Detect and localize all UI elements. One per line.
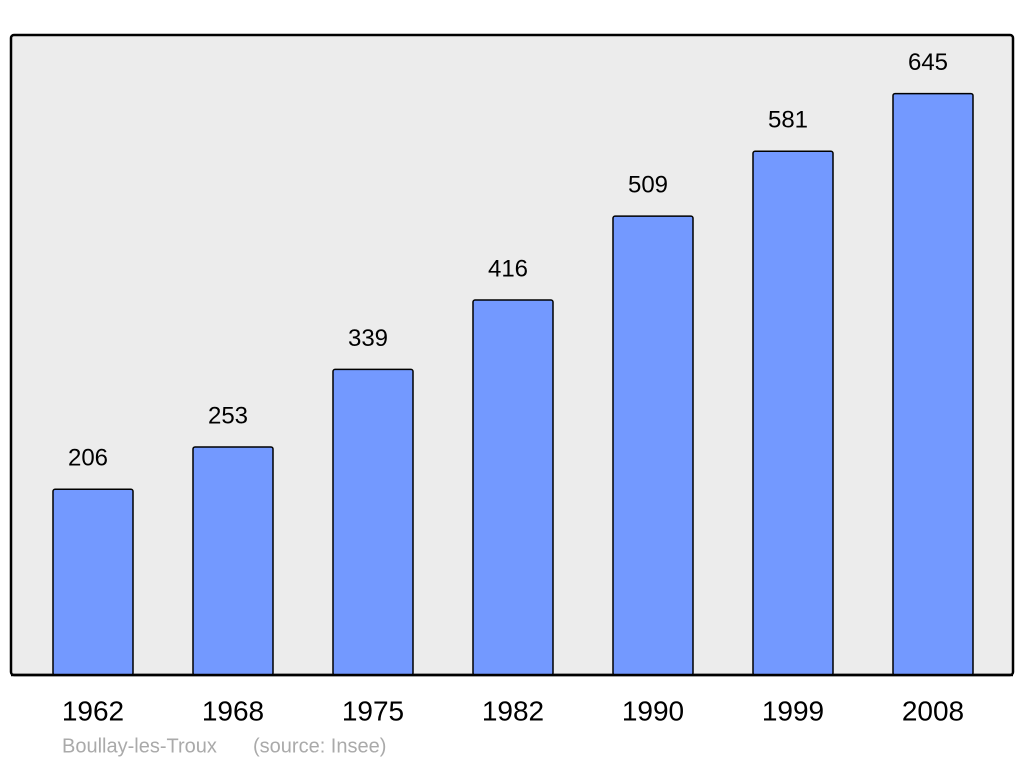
annotation: Boullay-les-Troux: [62, 735, 217, 757]
x-tick-label: 1962: [62, 695, 124, 726]
x-tick-label: 1975: [342, 695, 404, 726]
bar: [752, 150, 834, 676]
value-label: 645: [908, 49, 948, 76]
bar: [332, 368, 414, 676]
x-tick-label: 1990: [622, 695, 684, 726]
value-label: 339: [348, 325, 388, 352]
x-tick-label: 1982: [482, 695, 544, 726]
value-label: 416: [488, 255, 528, 282]
x-tick-label: 1999: [762, 695, 824, 726]
value-label: 581: [768, 107, 808, 134]
value-label: 206: [68, 445, 108, 472]
x-tick-label: 1968: [202, 695, 264, 726]
bar: [472, 299, 554, 676]
bar: [612, 215, 694, 676]
x-tick-label: 2008: [902, 695, 964, 726]
bar: [52, 488, 134, 676]
value-label: 509: [628, 172, 668, 199]
bar: [892, 92, 974, 676]
value-label: 253: [208, 402, 248, 429]
annotation: (source: Insee): [253, 735, 386, 757]
bar: [192, 446, 274, 676]
